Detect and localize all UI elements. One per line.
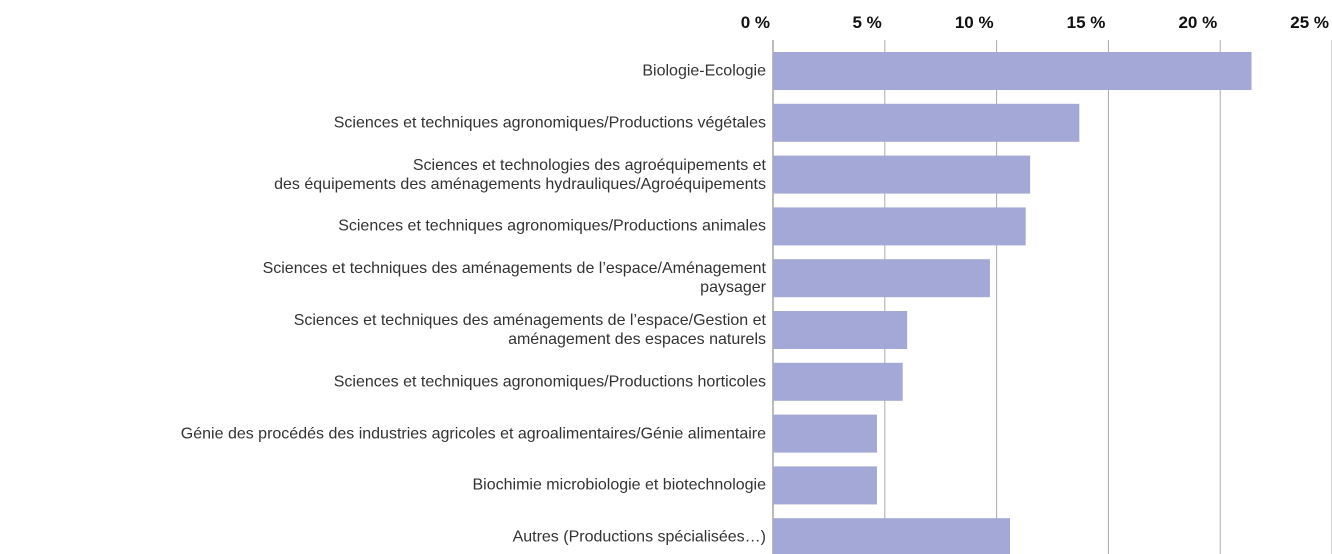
y-tick-label: Sciences et techniques des aménagements … [293, 312, 766, 348]
y-tick-label: Autres (Productions spécialisées…) [512, 528, 766, 546]
y-tick-label: Sciences et technologies des agroéquipem… [274, 156, 766, 193]
bar [773, 259, 990, 298]
y-tick-label: Sciences et techniques agronomiques/Prod… [333, 114, 766, 132]
x-tick-label: 15 % [1067, 13, 1106, 32]
bar [773, 207, 1026, 246]
bar [773, 52, 1252, 90]
bar [773, 466, 877, 505]
y-tick-label: Sciences et techniques des aménagements … [262, 260, 766, 297]
bar [773, 311, 908, 349]
bar [773, 103, 1080, 142]
y-tick-label: Biologie-Ecologie [642, 62, 766, 80]
bar [773, 518, 1011, 554]
x-tick-label: 25 % [1290, 13, 1329, 32]
bar [773, 362, 903, 401]
y-tick-label: Sciences et techniques agronomiques/Prod… [333, 373, 766, 391]
x-tick-label: 0 % [741, 13, 770, 32]
x-tick-label: 20 % [1178, 13, 1217, 32]
bar [773, 155, 1031, 194]
y-tick-label: Biochimie microbiologie et biotechnologi… [472, 476, 767, 494]
y-tick-label: Génie des procédés des industries agrico… [180, 425, 766, 443]
y-tick-label: Sciences et techniques agronomiques/Prod… [338, 217, 766, 235]
x-tick-label: 5 % [853, 13, 882, 32]
bar [773, 414, 877, 453]
x-tick-label: 10 % [955, 13, 994, 32]
